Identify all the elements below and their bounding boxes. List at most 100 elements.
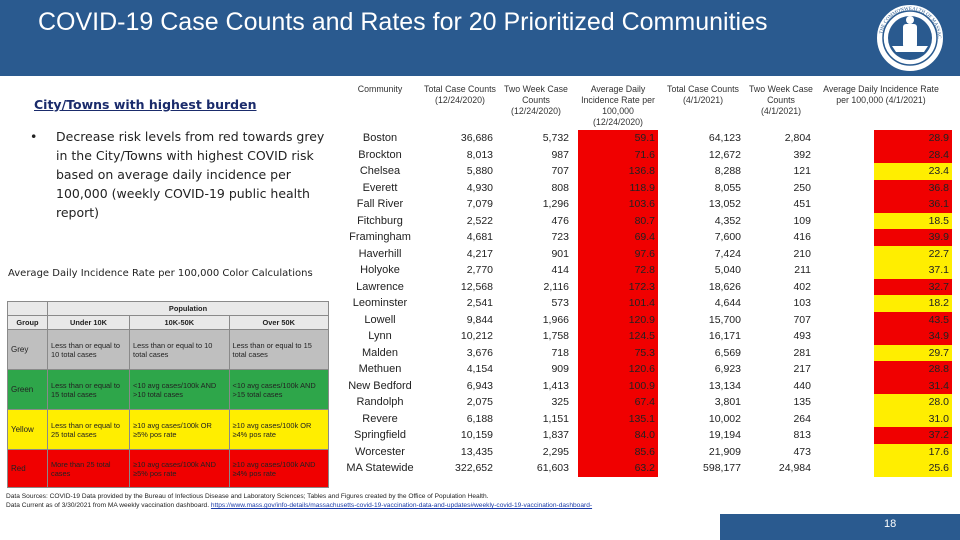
table-row: Framingham 4,681 723 69.4 7,600 416 39.9 [340, 229, 952, 246]
twoweek-apr-cell: 473 [793, 445, 811, 458]
table-row: Randolph 2,075 325 67.4 3,801 135 28.0 [340, 394, 952, 411]
twoweek-dec-cell: 476 [551, 214, 569, 227]
rate-dec-cell: 172.3 [578, 278, 658, 295]
total-dec-cell: 4,154 [466, 363, 493, 375]
table-row: Chelsea 5,880 707 136.8 8,288 121 23.4 [340, 163, 952, 180]
rate-apr-cell: 28.0 [874, 394, 952, 411]
rate-apr-cell: 23.4 [874, 163, 952, 180]
total-apr-cell: 3,801 [714, 396, 741, 408]
rate-dec-cell: 101.4 [578, 295, 658, 312]
col-header-total-dec: Total Case Counts (12/24/2020) [424, 84, 496, 105]
twoweek-dec-cell: 718 [551, 346, 569, 359]
total-dec-cell: 36,686 [460, 132, 493, 144]
community-cell: Brockton [358, 148, 402, 161]
table-row: Lawrence 12,568 2,116 172.3 18,626 402 32.7 [340, 278, 952, 295]
total-apr-cell: 8,055 [714, 181, 741, 194]
twoweek-dec-cell: 1,966 [542, 313, 569, 326]
table-row: Lowell 9,844 1,966 120.9 15,700 707 43.5 [340, 311, 952, 328]
community-cell: Methuen [358, 363, 402, 375]
total-apr-cell: 7,600 [714, 231, 741, 243]
rate-dec-cell: 85.6 [578, 443, 658, 460]
twoweek-dec-cell: 1,296 [542, 198, 569, 210]
table-row: Springfield 10,159 1,837 84.0 19,194 813 37.2 [340, 427, 952, 444]
twoweek-dec-cell: 1,758 [542, 330, 569, 342]
table-row: Malden 3,676 718 75.3 6,569 281 29.7 [340, 344, 952, 361]
total-apr-cell: 7,424 [714, 247, 741, 260]
rate-apr-cell: 31.4 [874, 377, 952, 394]
total-dec-cell: 4,217 [466, 247, 493, 260]
rate-apr-cell: 36.8 [874, 179, 952, 196]
rate-apr-cell: 37.2 [874, 427, 952, 444]
rate-apr-cell: 32.7 [874, 278, 952, 295]
rate-dec-cell: 80.7 [578, 212, 658, 229]
legend-group-label: Red [7, 449, 48, 488]
legend-row-grey: Grey Less than or equal to 10 total case… [7, 329, 330, 370]
twoweek-dec-cell: 723 [551, 231, 569, 243]
total-dec-cell: 2,770 [466, 264, 493, 276]
table-row: Revere 6,188 1,151 135.1 10,002 264 31.0 [340, 410, 952, 427]
twoweek-dec-cell: 2,116 [543, 280, 570, 293]
table-row: Boston 36,686 5,732 59.1 64,123 2,804 28.9 [340, 130, 952, 147]
legend-group-label: Green [7, 369, 48, 410]
total-dec-cell: 10,159 [460, 429, 493, 441]
legend-cell: ≥10 avg cases/100k OR ≥4% pos rate [228, 409, 330, 450]
col-header-total-apr: Total Case Counts (4/1/2021) [667, 84, 739, 105]
total-dec-cell: 5,880 [466, 165, 493, 177]
rate-dec-cell: 118.9 [578, 179, 658, 196]
community-cell: Fitchburg [357, 214, 403, 227]
table-row: Lynn 10,212 1,758 124.5 16,171 493 34.9 [340, 328, 952, 345]
twoweek-dec-cell: 901 [551, 247, 569, 260]
legend-group-label: Grey [7, 329, 48, 370]
twoweek-dec-cell: 325 [551, 396, 569, 408]
twoweek-dec-cell: 573 [551, 297, 569, 309]
twoweek-apr-cell: 707 [793, 313, 811, 326]
footer-source-line: Data Sources: COVID-19 Data provided by … [6, 493, 489, 500]
total-dec-cell: 13,435 [460, 445, 493, 458]
rate-dec-cell: 120.6 [578, 361, 658, 378]
legend-row-yellow: Yellow Less than or equal to 25 total ca… [7, 409, 330, 450]
total-dec-cell: 4,681 [466, 231, 493, 243]
footer-notes: Data Sources: COVID-19 Data provided by … [6, 492, 592, 510]
rate-dec-cell: 67.4 [578, 394, 658, 411]
table-row: MA Statewide 322,652 61,603 63.2 598,177 24,9… [340, 460, 952, 477]
legend-row-green: Green Less than or equal to 15 total cas… [7, 369, 330, 410]
twoweek-apr-cell: 2,804 [784, 132, 811, 144]
community-cell: Fall River [356, 198, 404, 210]
legend-cell: Less than or equal to 10 total cases [129, 329, 230, 370]
table-row: Everett 4,930 808 118.9 8,055 250 36.8 [340, 179, 952, 196]
twoweek-dec-cell: 1,151 [542, 412, 569, 425]
twoweek-apr-cell: 451 [793, 198, 811, 210]
table-row: Worcester 13,435 2,295 85.6 21,909 473 17.6 [340, 443, 952, 460]
rate-apr-cell: 28.4 [874, 146, 952, 163]
bullet-paragraph: • Decrease risk levels from red towards … [30, 127, 330, 222]
dashboard-link[interactable]: https://www.mass.gov/info-details/massac… [210, 502, 593, 509]
legend-blank-header [7, 301, 48, 316]
legend-cell: ≥10 avg cases/100k AND ≥5% pos rate [129, 449, 230, 488]
rate-dec-cell: 135.1 [578, 410, 658, 427]
col-header-rate-dec: Average Daily Incidence Rate per 100,000… [581, 84, 655, 127]
legend-cell: Less than or equal to 15 total cases [228, 329, 330, 370]
rate-apr-cell: 31.0 [874, 410, 952, 427]
col-header-community: Community [357, 84, 403, 94]
table-row: Fitchburg 2,522 476 80.7 4,352 109 18.5 [340, 212, 952, 229]
total-apr-cell: 4,352 [714, 214, 741, 227]
rate-dec-cell: 69.4 [578, 229, 658, 246]
rate-apr-cell: 36.1 [874, 196, 952, 213]
twoweek-apr-cell: 135 [793, 396, 811, 408]
total-dec-cell: 6,943 [466, 379, 493, 392]
rate-apr-cell: 18.2 [874, 295, 952, 312]
legend-header-group: Group [7, 315, 48, 330]
total-apr-cell: 13,052 [708, 198, 741, 210]
community-cell: Lawrence [356, 280, 404, 293]
page-number: 18 [884, 518, 897, 530]
community-cell: MA Statewide [346, 462, 414, 474]
community-cell: New Bedford [348, 379, 412, 392]
twoweek-apr-cell: 210 [793, 247, 811, 260]
total-apr-cell: 5,040 [714, 264, 741, 276]
legend-cell: Less than or equal to 10 total cases [46, 329, 131, 370]
total-dec-cell: 4,930 [466, 181, 493, 194]
footer-current-line: Data Current as of 3/30/2021 from MA wee… [6, 501, 592, 510]
legend-cell: <10 avg cases/100k AND >10 total cases [129, 369, 230, 410]
total-dec-cell: 2,541 [466, 297, 493, 309]
total-dec-cell: 3,676 [466, 346, 493, 359]
